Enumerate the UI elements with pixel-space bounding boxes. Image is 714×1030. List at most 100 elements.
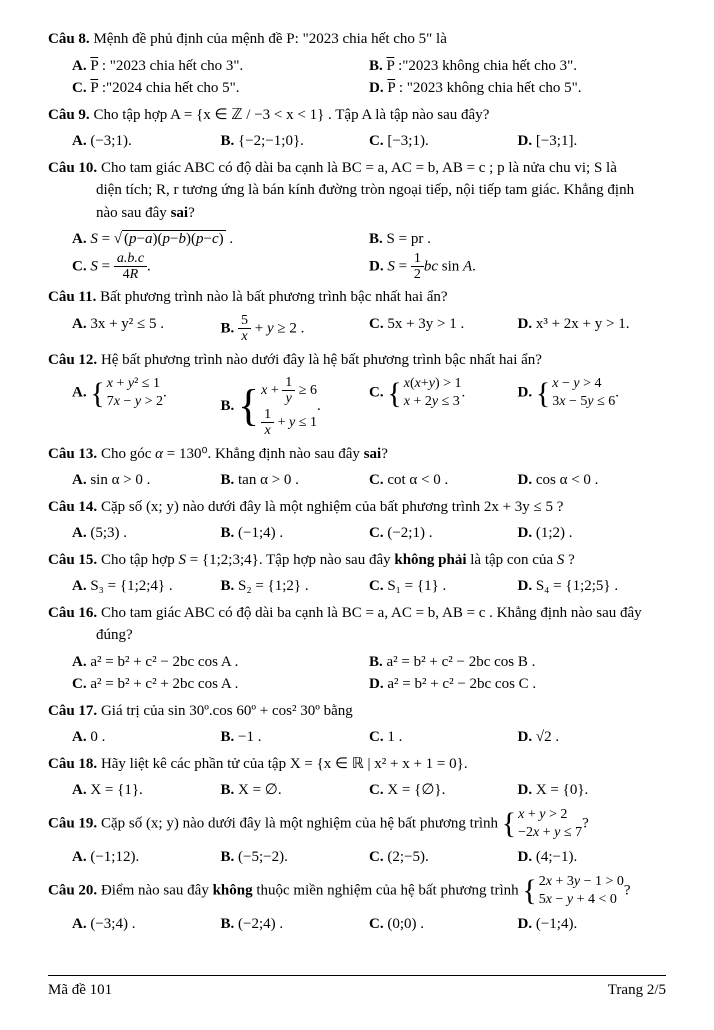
q14-options: A. (5;3) . B. (−1;4) . C. (−2;1) . D. (1…	[72, 522, 666, 545]
question-17: Câu 17. Giá trị của sin 30º.cos 60º + co…	[48, 700, 666, 723]
q15-opt-c: C. S₁ = {1} .	[369, 575, 518, 598]
question-19: Câu 19. Cặp số (x; y) nào dưới đây là mộ…	[48, 806, 666, 842]
question-11: Câu 11. Bất phương trình nào là bất phươ…	[48, 286, 666, 309]
q11-label: Câu 11.	[48, 289, 96, 305]
q16-opt-d: D. a² = b² + c² − 2bc cos C .	[369, 673, 666, 696]
q9-options: A. (−3;1). B. {−2;−1;0}. C. [−3;1). D. […	[72, 130, 666, 153]
q9-opt-d: D. [−3;1].	[518, 130, 667, 153]
q12-options: A. {x + y² ≤ 17x − y > 2. B. {x + 1y ≥ 6…	[72, 375, 666, 439]
q18-options: A. X = {1}. B. X = ∅. C. X = {∅}. D. X =…	[72, 779, 666, 802]
q15-opt-d: D. S₄ = {1;2;5} .	[518, 575, 667, 598]
q14-opt-c: C. (−2;1) .	[369, 522, 518, 545]
q17-opt-b: B. −1 .	[221, 726, 370, 749]
q10-options: A. S = √(p−a)(p−b)(p−c) . B. S = pr . C.…	[72, 228, 666, 282]
question-18: Câu 18. Hãy liệt kê các phần tử của tập …	[48, 753, 666, 776]
q14-label: Câu 14.	[48, 499, 97, 515]
q16-text2: đúng?	[96, 624, 666, 647]
q17-text: Giá trị của sin 30º.cos 60º + cos² 30º b…	[97, 703, 353, 719]
question-8: Câu 8. Mệnh đề phủ định của mệnh đề P: "…	[48, 28, 666, 51]
q14-text: Cặp số (x; y) nào dưới đây là một nghiệm…	[97, 499, 563, 515]
q9-text: Cho tập hợp A = {x ∈ ℤ / −3 < x < 1} . T…	[90, 107, 490, 123]
q20-options: A. (−3;4) . B. (−2;4) . C. (0;0) . D. (−…	[72, 913, 666, 936]
q20-opt-a: A. (−3;4) .	[72, 913, 221, 936]
q8-opt-c: C. P :"2024 chia hết cho 5".	[72, 77, 369, 100]
q16-opt-a: A. a² = b² + c² − 2bc cos A .	[72, 651, 369, 674]
q15-opt-b: B. S₂ = {1;2} .	[221, 575, 370, 598]
q10-text2: diện tích; R, r tương ứng là bán kính đư…	[96, 179, 666, 202]
q19-opt-a: A. (−1;12).	[72, 846, 221, 869]
q17-opt-d: D. √2 .	[518, 726, 667, 749]
q8-label: Câu 8.	[48, 31, 90, 47]
q15-label: Câu 15.	[48, 552, 97, 568]
q11-text: Bất phương trình nào là bất phương trình…	[96, 289, 447, 305]
q20-opt-c: C. (0;0) .	[369, 913, 518, 936]
q9-opt-a: A. (−3;1).	[72, 130, 221, 153]
q10-opt-a: A. S = √(p−a)(p−b)(p−c) .	[72, 228, 369, 251]
q18-opt-a: A. X = {1}.	[72, 779, 221, 802]
q13-opt-a: A. sin α > 0 .	[72, 469, 221, 492]
q17-label: Câu 17.	[48, 703, 97, 719]
q14-opt-b: B. (−1;4) .	[221, 522, 370, 545]
q16-options: A. a² = b² + c² − 2bc cos A . B. a² = b²…	[72, 651, 666, 696]
q17-opt-c: C. 1 .	[369, 726, 518, 749]
q10-opt-c: C. S = a.b.c4R.	[72, 251, 369, 283]
question-10: Câu 10. Cho tam giác ABC có độ dài ba cạ…	[48, 157, 666, 225]
q12-opt-c: C. {x(x+y) > 1x + 2y ≤ 3.	[369, 375, 518, 439]
q8-opt-a: A. P : "2023 chia hết cho 3".	[72, 55, 369, 78]
q16-opt-c: C. a² = b² + c² + 2bc cos A .	[72, 673, 369, 696]
q8-options: A. P : "2023 chia hết cho 3". B. P :"202…	[72, 55, 666, 100]
q17-opt-a: A. 0 .	[72, 726, 221, 749]
q19-text: Cặp số (x; y) nào dưới đây là một nghiệm…	[97, 815, 502, 831]
q20-opt-b: B. (−2;4) .	[221, 913, 370, 936]
q9-opt-b: B. {−2;−1;0}.	[221, 130, 370, 153]
q13-opt-b: B. tan α > 0 .	[221, 469, 370, 492]
q9-label: Câu 9.	[48, 107, 90, 123]
q10-label: Câu 10.	[48, 160, 97, 176]
q10-text1: Cho tam giác ABC có độ dài ba cạnh là BC…	[97, 160, 617, 176]
q15-opt-a: A. S₃ = {1;2;4} .	[72, 575, 221, 598]
question-13: Câu 13. Cho góc α = 130⁰. Khẳng định nào…	[48, 443, 666, 466]
q18-opt-b: B. X = ∅.	[221, 779, 370, 802]
q19-label: Câu 19.	[48, 815, 97, 831]
q11-opt-c: C. 5x + 3y > 1 .	[369, 313, 518, 345]
q19-opt-b: B. (−5;−2).	[221, 846, 370, 869]
q10-text3: nào sau đây sai?	[96, 202, 666, 225]
q13-opt-d: D. cos α < 0 .	[518, 469, 667, 492]
q19-opt-c: C. (2;−5).	[369, 846, 518, 869]
q10-opt-b: B. S = pr .	[369, 228, 666, 251]
q8-opt-d: D. P : "2023 không chia hết cho 5".	[369, 77, 666, 100]
q13-label: Câu 13.	[48, 446, 97, 462]
q12-opt-a: A. {x + y² ≤ 17x − y > 2.	[72, 375, 221, 439]
footer-right: Trang 2/5	[608, 979, 666, 1002]
q11-opt-d: D. x³ + 2x + y > 1.	[518, 313, 667, 345]
q14-opt-d: D. (1;2) .	[518, 522, 667, 545]
footer-left: Mã đề 101	[48, 979, 112, 1002]
q8-text: Mệnh đề phủ định của mệnh đề P: "2023 ch…	[90, 31, 447, 47]
q11-opt-a: A. 3x + y² ≤ 5 .	[72, 313, 221, 345]
q9-opt-c: C. [−3;1).	[369, 130, 518, 153]
q14-opt-a: A. (5;3) .	[72, 522, 221, 545]
q13-opt-c: C. cot α < 0 .	[369, 469, 518, 492]
q10-opt-d: D. S = 12bc sin A.	[369, 251, 666, 283]
q15-options: A. S₃ = {1;2;4} . B. S₂ = {1;2} . C. S₁ …	[72, 575, 666, 598]
q13-options: A. sin α > 0 . B. tan α > 0 . C. cot α <…	[72, 469, 666, 492]
question-15: Câu 15. Cho tập hợp S = {1;2;3;4}. Tập h…	[48, 549, 666, 572]
question-12: Câu 12. Hệ bất phương trình nào dưới đây…	[48, 349, 666, 372]
q17-options: A. 0 . B. −1 . C. 1 . D. √2 .	[72, 726, 666, 749]
q18-opt-c: C. X = {∅}.	[369, 779, 518, 802]
q16-opt-b: B. a² = b² + c² − 2bc cos B .	[369, 651, 666, 674]
q12-text: Hệ bất phương trình nào dưới đây là hệ b…	[97, 352, 542, 368]
q18-label: Câu 18.	[48, 756, 97, 772]
page-footer: Mã đề 101 Trang 2/5	[48, 975, 666, 1002]
q12-opt-d: D. {x − y > 43x − 5y ≤ 6.	[518, 375, 667, 439]
question-20: Câu 20. Điểm nào sau đây không thuộc miề…	[48, 873, 666, 909]
q11-options: A. 3x + y² ≤ 5 . B. 5x + y ≥ 2 . C. 5x +…	[72, 313, 666, 345]
q18-text: Hãy liệt kê các phần tử của tập X = {x ∈…	[97, 756, 467, 772]
q20-label: Câu 20.	[48, 882, 97, 898]
q16-label: Câu 16.	[48, 605, 97, 621]
question-9: Câu 9. Cho tập hợp A = {x ∈ ℤ / −3 < x <…	[48, 104, 666, 127]
q8-opt-b: B. P :"2023 không chia hết cho 3".	[369, 55, 666, 78]
question-14: Câu 14. Cặp số (x; y) nào dưới đây là mộ…	[48, 496, 666, 519]
q19-options: A. (−1;12). B. (−5;−2). C. (2;−5). D. (4…	[72, 846, 666, 869]
q16-text1: Cho tam giác ABC có độ dài ba cạnh là BC…	[97, 605, 641, 621]
